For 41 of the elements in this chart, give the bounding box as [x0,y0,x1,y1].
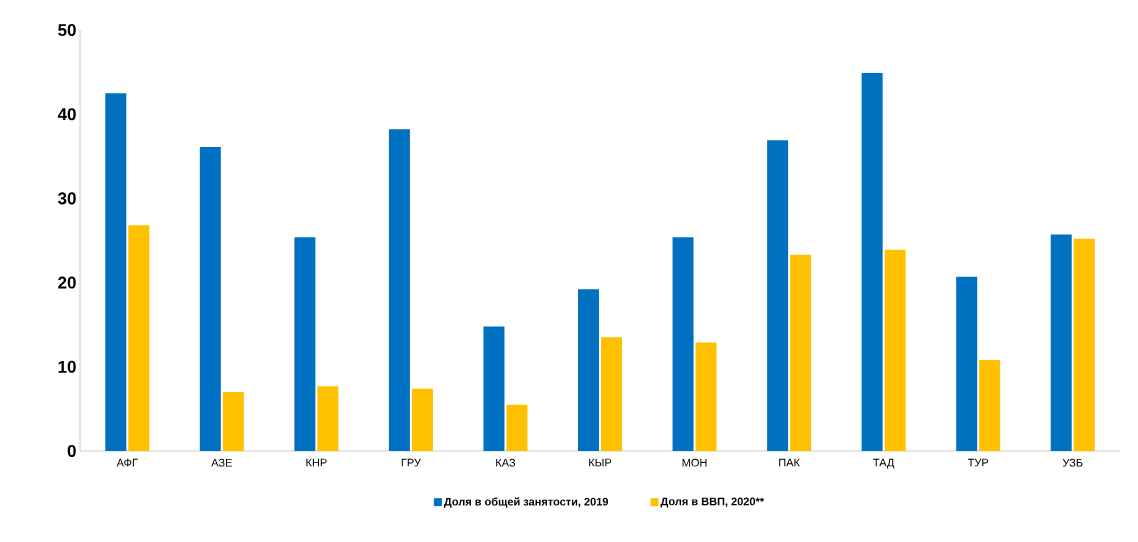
bar [411,388,433,451]
legend-label: Доля в ВВП, 2020** [660,497,765,508]
x-tick-label: АЗЕ [211,458,232,467]
x-tick-label: МОН [682,458,707,467]
x-tick-label: КНР [306,458,327,467]
bar [578,289,599,451]
y-tick-label: 10 [58,360,76,373]
y-tick-label: 20 [58,276,76,289]
bar [695,342,717,451]
x-tick-label: ГРУ [401,458,421,467]
x-tick-label: ПАК [779,458,800,467]
bar [979,360,1001,451]
x-tick-label: ТУР [967,458,989,467]
x-tick-label: ТАД [873,458,895,469]
y-tick-label: 30 [57,192,76,205]
bar [790,254,812,451]
x-tick-label: КАЗ [496,458,516,467]
y-tick-label: 0 [67,444,76,458]
bar [884,249,906,451]
bar [105,93,127,451]
x-tick-label: УЗБ [1062,458,1083,467]
bar [672,237,694,451]
bar [601,337,622,451]
bar [483,326,505,451]
bar [222,392,244,451]
bar [317,386,339,451]
bar [199,147,221,451]
x-tick-label: АФГ [116,458,138,467]
y-tick-label: 40 [57,108,76,121]
bar [956,276,978,451]
bar [767,140,789,451]
y-tick-label: 50 [58,23,76,37]
legend-label: Доля в общей занятости, 2019 [443,497,609,508]
bar [861,72,883,451]
bar [506,404,528,451]
bar [1050,234,1072,451]
x-tick-label: КЫР [589,458,612,467]
bar [388,129,410,451]
bar [128,225,150,451]
bar [294,237,316,451]
bar [1073,238,1095,451]
